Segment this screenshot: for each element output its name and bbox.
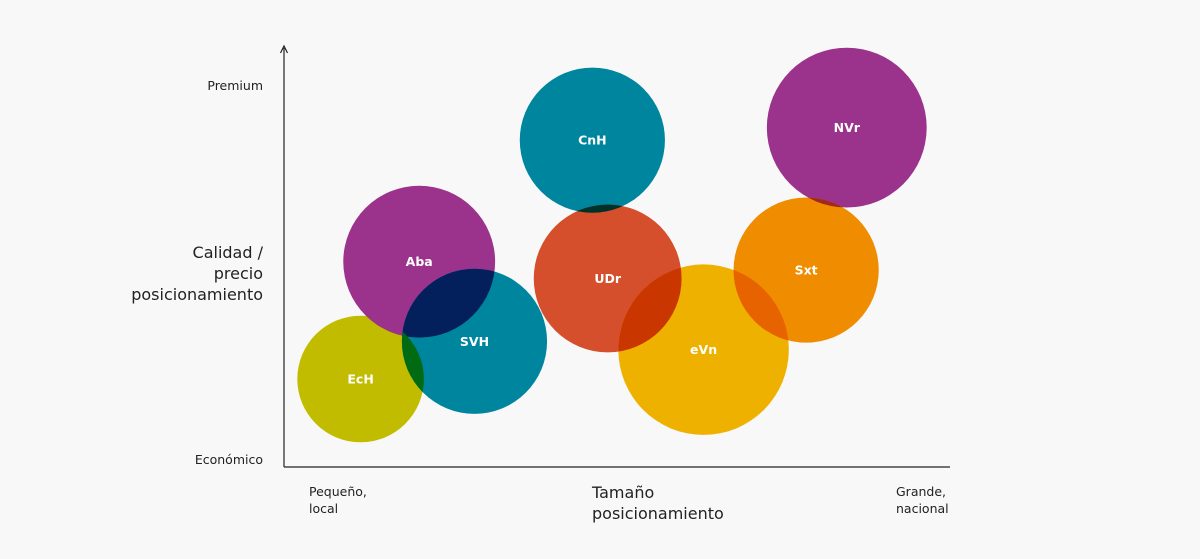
y-tick-economico: Económico [194,452,263,467]
x-tick-right-line-1: Grande, [896,484,947,499]
x-axis-label: Tamaño posicionamiento [592,482,724,524]
x-tick-left: Pequeño, local [309,483,367,517]
overlap-region [618,264,682,353]
y-axis-label-line-3: posicionamiento [131,285,263,304]
bubble-label-evn: eVn [690,342,717,357]
bubble-labels-layer: EcH Aba SVH CnH UDr eVn NVr Sxt [347,120,860,386]
overlap-region [733,264,789,343]
bubble-label-sxt: Sxt [795,263,818,278]
y-axis-label: Calidad / precio posicionamiento [100,242,263,305]
y-axis-label-line-2: precio [213,264,263,283]
overlap-region [401,268,496,338]
overlaps-layer [401,197,879,414]
overlap-udr-evn [618,264,682,353]
bubble-label-nvr: NVr [834,120,861,135]
x-axis-label-line-1: Tamaño [592,483,655,502]
y-axis-arrow-icon [279,44,289,54]
bubble-label-udr: UDr [594,271,622,286]
overlap-aba-svh [401,268,496,338]
x-axis-label-line-2: posicionamiento [592,504,724,523]
x-tick-left-line-2: local [309,501,339,516]
bubble-label-aba: Aba [406,254,433,269]
bubble-cnh [519,67,665,213]
bubble-ech [297,315,424,443]
bubble-nvr [766,47,927,208]
bubble-label-svh: SVH [460,334,489,349]
overlap-evn-sxt [733,264,789,343]
x-tick-right-line-2: nacional [896,501,949,516]
bubbles-layer [297,47,927,443]
y-axis-label-line-1: Calidad / [192,243,263,262]
bubble-label-ech: EcH [347,372,373,387]
x-tick-left-line-1: Pequeño, [309,484,367,499]
x-tick-right: Grande, nacional [896,483,949,517]
bubble-label-cnh: CnH [578,133,607,148]
y-tick-premium: Premium [207,78,263,93]
